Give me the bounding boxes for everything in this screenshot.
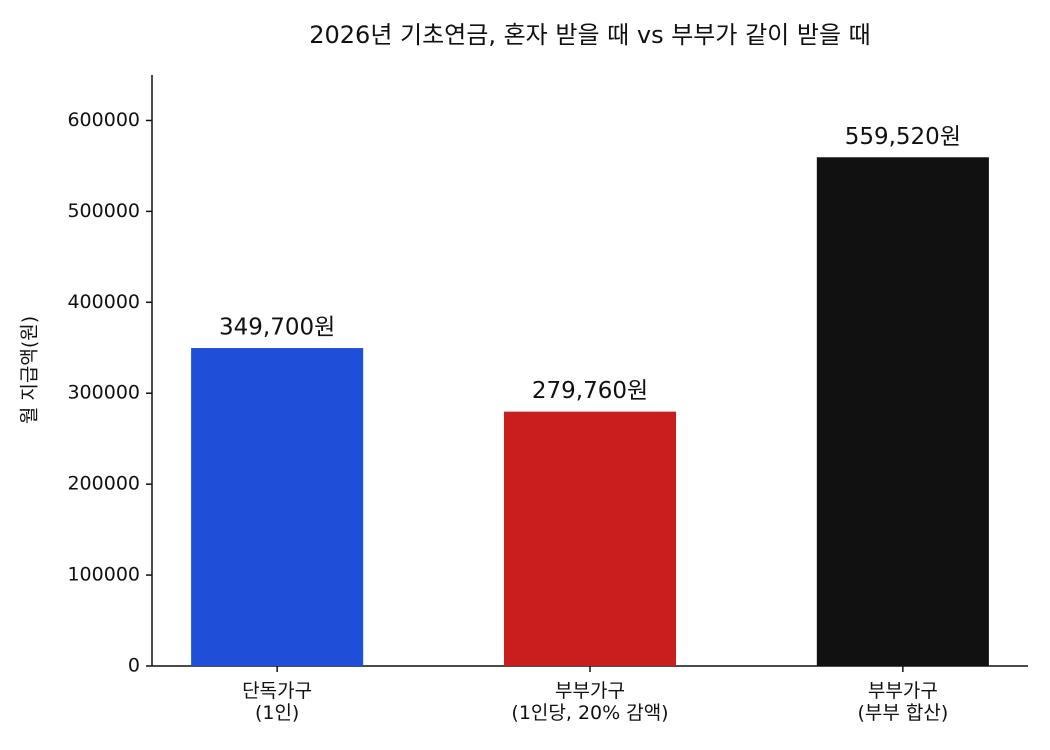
y-tick-label: 100000 bbox=[67, 564, 140, 586]
value-label: 559,520원 bbox=[845, 124, 961, 150]
bar bbox=[503, 411, 677, 666]
x-tick-label: 부부가구 (부부 합산) bbox=[857, 680, 948, 724]
y-tick-label: 500000 bbox=[67, 200, 140, 222]
y-tick-label: 400000 bbox=[67, 291, 140, 313]
bar bbox=[816, 157, 989, 666]
value-label: 349,700원 bbox=[219, 315, 335, 341]
y-tick-label: 0 bbox=[128, 655, 140, 677]
y-tick-label: 300000 bbox=[67, 382, 140, 404]
y-tick-label: 600000 bbox=[67, 109, 140, 131]
value-label: 279,760원 bbox=[532, 378, 648, 404]
y-tick-label: 200000 bbox=[67, 473, 140, 495]
y-axis-label: 월 지급액(원) bbox=[19, 316, 41, 424]
x-tick-label: 부부가구 (1인당, 20% 감액) bbox=[511, 680, 668, 724]
bar bbox=[191, 348, 364, 666]
x-tick-label: 단독가구 (1인) bbox=[242, 680, 312, 724]
chart-title: 2026년 기초연금, 혼자 받을 때 vs 부부가 같이 받을 때 bbox=[309, 21, 871, 49]
